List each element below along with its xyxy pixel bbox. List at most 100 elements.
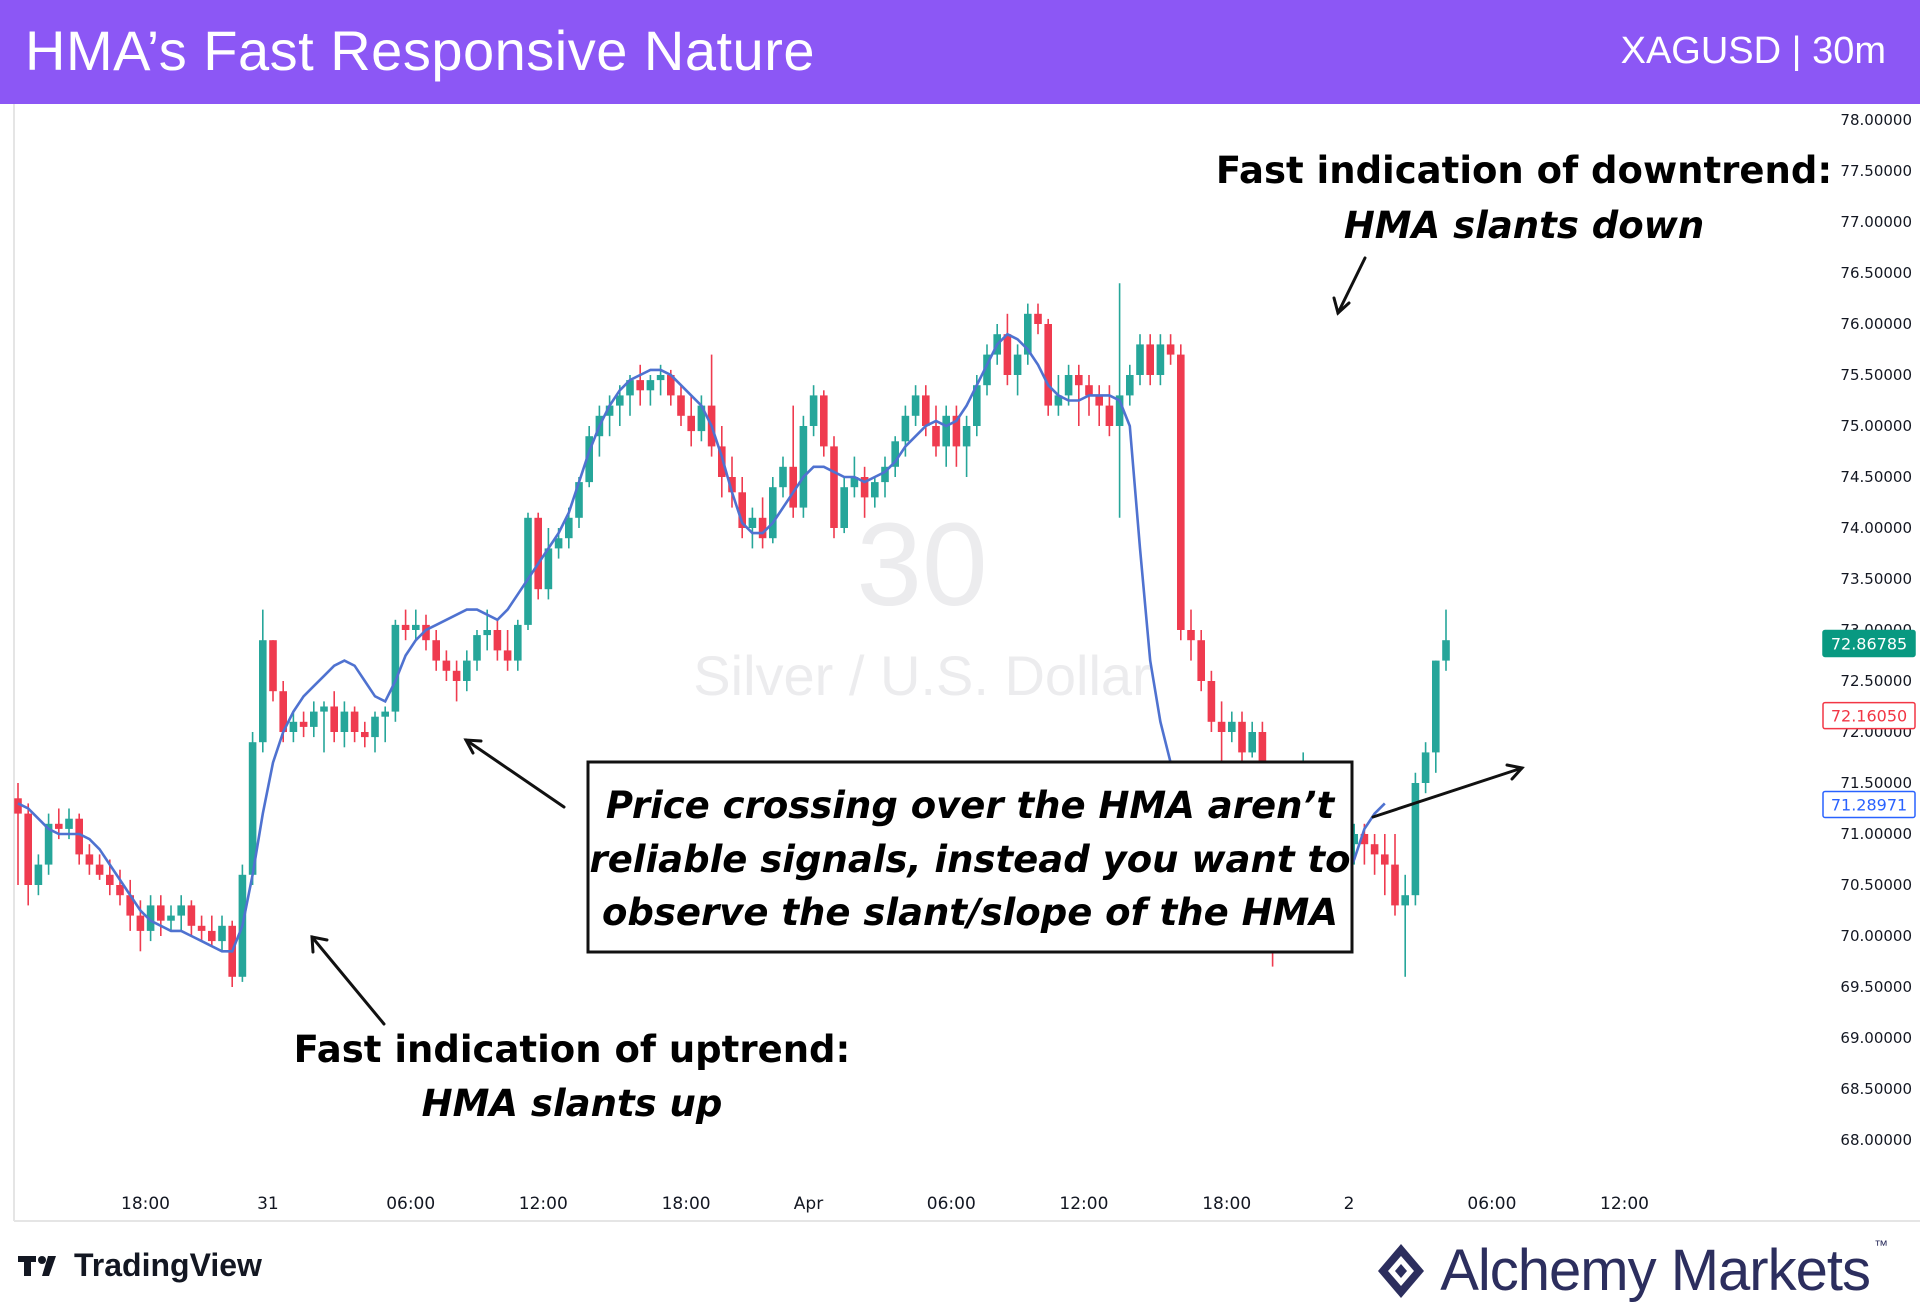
candle-body [44,823,53,865]
candle-body [503,650,512,661]
arrow-downtrend [1336,256,1367,315]
candle [1228,711,1236,743]
candle [718,426,726,498]
candle-body [1391,864,1399,906]
time-axis: 18:00 31 06:00 12:00 18:00 Apr 06:00 12:00 18:00… [121,1194,1649,1214]
price-tick-label: 69.00000 [1840,1029,1912,1047]
arrow-uptrend-head [310,935,329,954]
candle-body [330,706,338,732]
uptrend-subtitle: HMA slants up [422,1082,723,1125]
candle-body [1238,721,1246,753]
candle [1197,630,1205,692]
candle [146,895,155,942]
time-tick-label: 12:00 [1059,1194,1108,1214]
candle-body [473,635,481,661]
candle-body [157,905,165,921]
candle-body [299,721,308,727]
candle-body [197,925,206,931]
candle-body [922,395,930,426]
candle [524,512,532,630]
time-tick-label: 06:00 [927,1194,976,1214]
tradingview-icon [18,1255,56,1276]
alchemy-markets-logo: Alchemy Markets ™ [1376,1237,1888,1304]
candle-body [320,706,328,712]
candle [738,477,746,539]
candle [962,415,971,477]
candle [809,385,818,437]
candle-body [432,640,440,661]
candle-body [208,930,216,942]
candle-body [840,487,848,528]
candle-body [565,517,573,539]
price-tick-label: 76.50000 [1840,264,1912,282]
candle-body [24,813,32,885]
candle [1432,660,1440,773]
price-tick-label: 76.00000 [1840,315,1912,333]
candle-body [1054,395,1063,406]
candle [1044,318,1052,416]
price-tick-label: 70.00000 [1840,927,1912,945]
price-tick-label: 72.50000 [1840,672,1912,690]
price-tick-label: 75.50000 [1840,366,1912,384]
price-labels: 72.86785 72.16050 71.28971 [1822,629,1916,819]
candle [381,706,389,743]
candle-body [95,864,104,875]
candle-body [575,482,583,518]
candle [605,395,614,437]
candle-body [1381,854,1389,865]
candle-body [820,395,828,447]
candle [85,844,94,875]
candle [473,630,481,671]
candle [687,395,695,447]
candle [779,456,787,498]
candle [1064,364,1073,406]
time-tick-label: 12:00 [1600,1194,1649,1214]
candle [361,721,369,748]
candle [187,900,196,936]
candle [44,813,53,875]
arrow-crossing-right-head [1505,763,1525,781]
candle-body [391,624,400,712]
candle-body [1075,375,1083,386]
candle-body [1442,640,1450,661]
candle-body [514,624,522,661]
price-tick-label: 71.50000 [1840,774,1912,792]
candle [371,711,379,753]
candle [830,436,838,539]
candle-body [942,415,950,447]
price-tick-label: 74.50000 [1840,468,1912,486]
candle [1370,834,1379,875]
candle [34,854,43,896]
candle [1248,721,1256,758]
candle [646,375,655,406]
candle [289,711,298,743]
candle-body [340,711,349,732]
candle [391,619,400,722]
candle-body [1136,344,1144,375]
candle [310,701,318,738]
candle-body [218,925,226,942]
candle [442,650,451,681]
candle [534,512,542,600]
candle-body [718,446,726,477]
candle-body [626,380,634,396]
candle-body [1187,630,1195,641]
candle-body [1126,375,1134,396]
candle [932,405,940,457]
candle-body [677,395,685,416]
candle-body [259,640,267,743]
price-tick-label: 77.00000 [1840,213,1912,231]
candle-body [1166,344,1175,355]
candle [95,854,104,880]
time-tick-label: 06:00 [386,1194,435,1214]
candle [911,385,920,426]
candle-body [871,482,879,498]
watermark-name: Silver / U.S. Dollar [693,644,1150,707]
candle-body [779,466,787,488]
candle-body [422,624,430,641]
price-label-text: 71.28971 [1831,795,1907,814]
candle-body [687,415,695,432]
candle-body [1156,344,1165,375]
callout-box [586,760,1354,954]
time-tick-label: 06:00 [1467,1194,1516,1214]
